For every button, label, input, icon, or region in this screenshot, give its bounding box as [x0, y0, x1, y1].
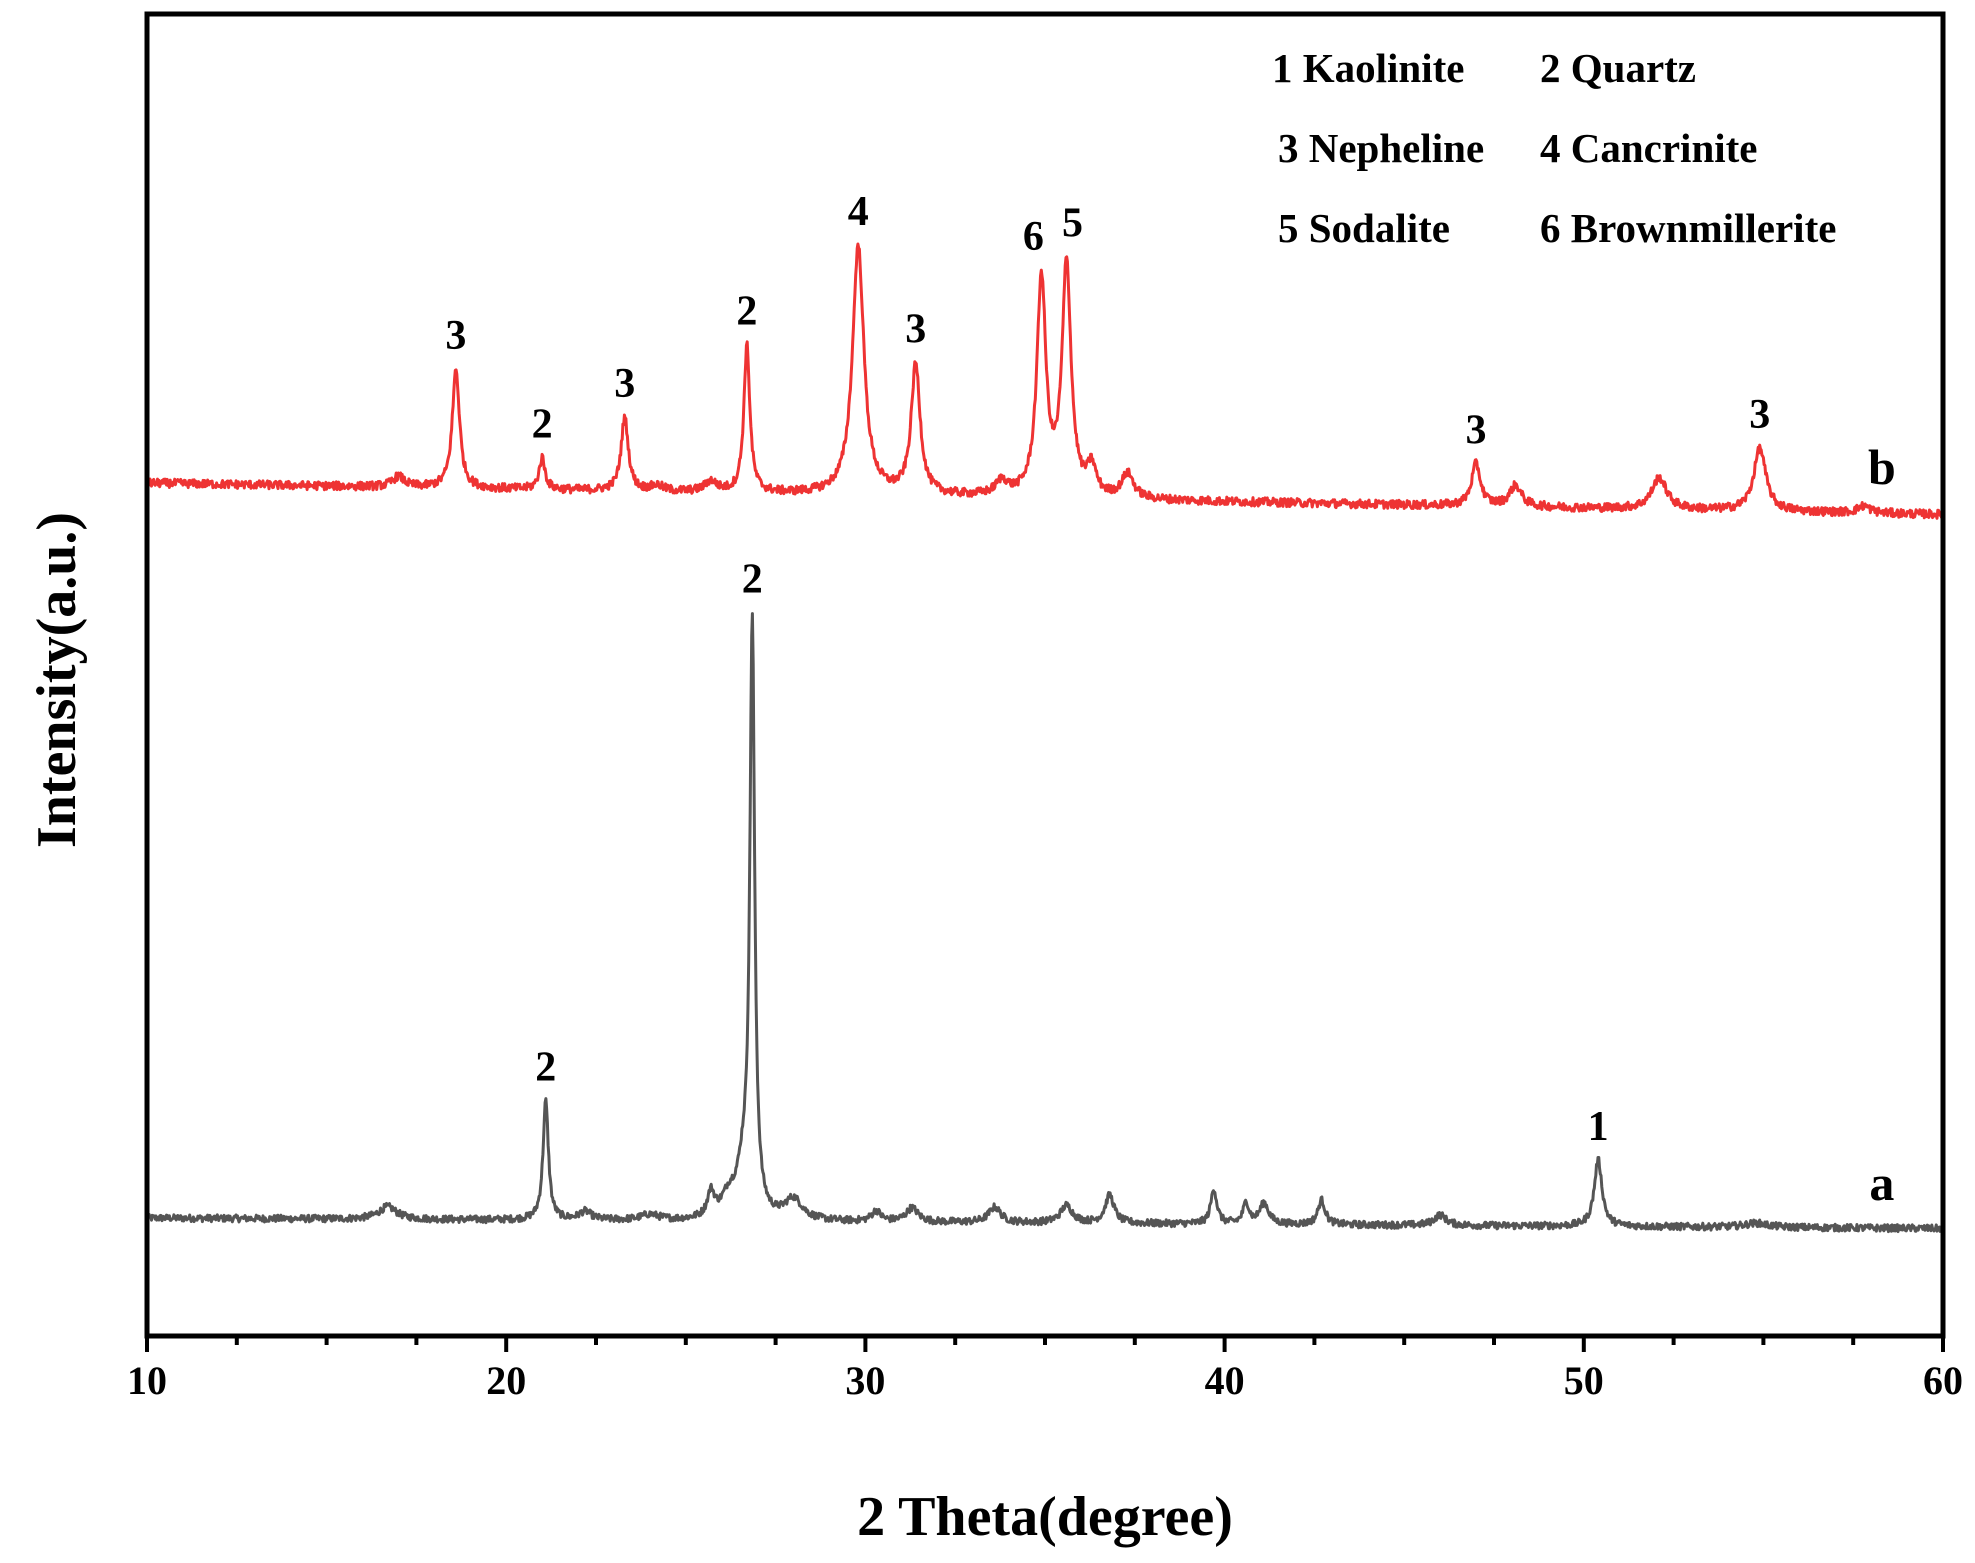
x-tick-label: 40: [1205, 1358, 1245, 1403]
x-tick-label: 30: [845, 1358, 885, 1403]
series-line-b: [147, 242, 1943, 520]
x-tick-label: 10: [127, 1358, 167, 1403]
peak-label: 2: [742, 557, 763, 603]
peak-label: 4: [848, 189, 869, 235]
peak-label: 3: [614, 361, 635, 407]
peak-label: 3: [445, 313, 466, 359]
legend: 1 Kaolinite 2 Quartz 3 Nepheline 4 Cancr…: [1272, 45, 1836, 251]
peak-label: 6: [1023, 214, 1044, 260]
x-axis-ticks: 10 20 30 40 50 60: [127, 1336, 1963, 1403]
x-tick-label: 20: [486, 1358, 526, 1403]
peak-label: 1: [1588, 1104, 1609, 1150]
legend-entry-kaolinite: 1 Kaolinite: [1272, 45, 1464, 91]
peak-label: 2: [532, 402, 553, 448]
series-line-a: [147, 612, 1943, 1234]
x-tick-label: 60: [1923, 1358, 1963, 1403]
series-layer: [147, 242, 1943, 1234]
x-axis-label: 2 Theta(degree): [857, 1486, 1233, 1548]
peak-label: 2: [535, 1045, 556, 1091]
peak-annotations: 3 2 3 2 4 3 6 5 3 3 2 2 1 b a: [445, 189, 1895, 1211]
x-tick-label: 50: [1564, 1358, 1604, 1403]
peak-label: 3: [1749, 392, 1770, 438]
series-label-b: b: [1868, 439, 1896, 495]
peak-label: 3: [905, 307, 926, 353]
peak-label: 3: [1466, 407, 1487, 453]
legend-entry-cancrinite: 4 Cancrinite: [1540, 125, 1758, 171]
y-axis-label: Intensity(a.u.): [26, 512, 88, 848]
legend-entry-nepheline: 3 Nepheline: [1278, 125, 1484, 171]
legend-entry-sodalite: 5 Sodalite: [1278, 205, 1450, 251]
series-label-a: a: [1869, 1155, 1894, 1211]
legend-entry-brownmillerite: 6 Brownmillerite: [1540, 205, 1836, 251]
peak-label: 2: [736, 289, 757, 335]
legend-entry-quartz: 2 Quartz: [1540, 45, 1696, 91]
peak-label: 5: [1062, 200, 1083, 246]
